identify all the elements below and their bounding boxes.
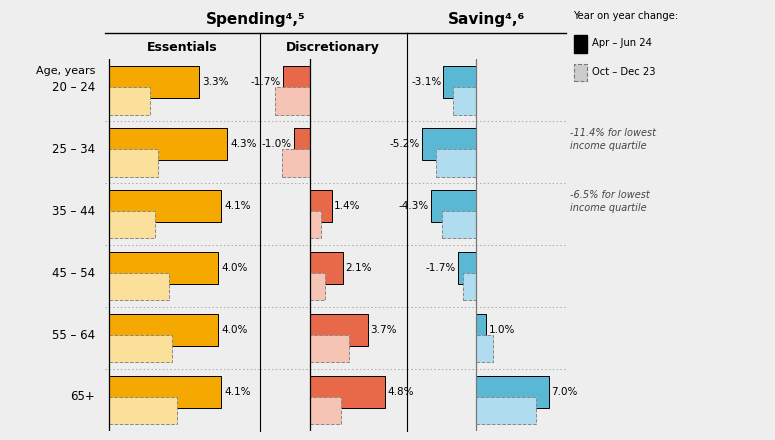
Bar [109,66,199,99]
Bar [310,211,321,238]
Text: 4.0%: 4.0% [222,263,248,273]
Bar [310,252,343,284]
Text: -1.7%: -1.7% [250,77,281,87]
Text: 3.3%: 3.3% [202,77,229,87]
Text: 20 – 24: 20 – 24 [52,81,95,94]
Text: Apr – Jun 24: Apr – Jun 24 [592,38,652,48]
Text: 1.0%: 1.0% [488,325,515,335]
Text: -4.3%: -4.3% [398,201,429,211]
Text: Discretionary: Discretionary [286,41,381,54]
Bar [109,335,172,363]
Bar [310,376,385,408]
Bar [109,397,177,425]
Bar [453,87,476,114]
Bar [422,128,476,161]
Bar [310,397,341,425]
Text: Oct – Dec 23: Oct – Dec 23 [592,67,656,77]
Bar [463,273,476,301]
Bar [109,87,150,114]
Text: Essentials: Essentials [146,41,218,54]
Text: -5.2%: -5.2% [389,139,419,149]
Text: Year on year change:: Year on year change: [574,11,679,21]
Text: 2.1%: 2.1% [345,263,371,273]
Bar [275,87,310,114]
Text: 3.7%: 3.7% [370,325,397,335]
Text: -1.0%: -1.0% [262,139,291,149]
Text: -1.7%: -1.7% [425,263,456,273]
Bar [109,128,227,161]
Text: -3.1%: -3.1% [411,77,442,87]
Bar [443,211,476,238]
Bar [281,149,310,176]
Bar [458,252,476,284]
Bar [109,190,221,222]
Bar [310,190,332,222]
Bar [109,376,221,408]
Text: 25 – 34: 25 – 34 [52,143,95,156]
Bar [310,314,367,346]
Bar [310,273,326,301]
Text: 1.4%: 1.4% [334,201,360,211]
Bar [310,335,349,363]
Text: Age, years: Age, years [36,66,95,76]
Text: 4.8%: 4.8% [388,387,414,397]
Text: 65+: 65+ [71,390,95,403]
Bar [109,314,219,346]
Bar [109,211,155,238]
Bar [574,35,587,53]
Bar [283,66,310,99]
Text: 4.1%: 4.1% [225,201,251,211]
Bar [436,149,476,176]
Text: Saving⁴,⁶: Saving⁴,⁶ [448,12,525,27]
Bar [109,149,158,176]
Text: 4.0%: 4.0% [222,325,248,335]
Text: 45 – 54: 45 – 54 [52,267,95,279]
Text: 4.3%: 4.3% [230,139,257,149]
Bar [431,190,476,222]
Bar [443,66,476,99]
Text: 7.0%: 7.0% [551,387,577,397]
Text: 55 – 64: 55 – 64 [52,329,95,341]
Text: 4.1%: 4.1% [225,387,251,397]
Text: Spending⁴,⁵: Spending⁴,⁵ [206,12,305,27]
Text: -11.4% for lowest
income quartile: -11.4% for lowest income quartile [570,128,656,151]
Bar [476,376,549,408]
Bar [109,273,169,301]
Bar [294,128,310,161]
Bar [476,335,493,363]
Bar [476,397,536,425]
Text: 35 – 44: 35 – 44 [52,205,95,218]
Bar [476,314,487,346]
Bar [109,252,219,284]
FancyBboxPatch shape [574,64,587,81]
Text: -6.5% for lowest
income quartile: -6.5% for lowest income quartile [570,190,649,213]
